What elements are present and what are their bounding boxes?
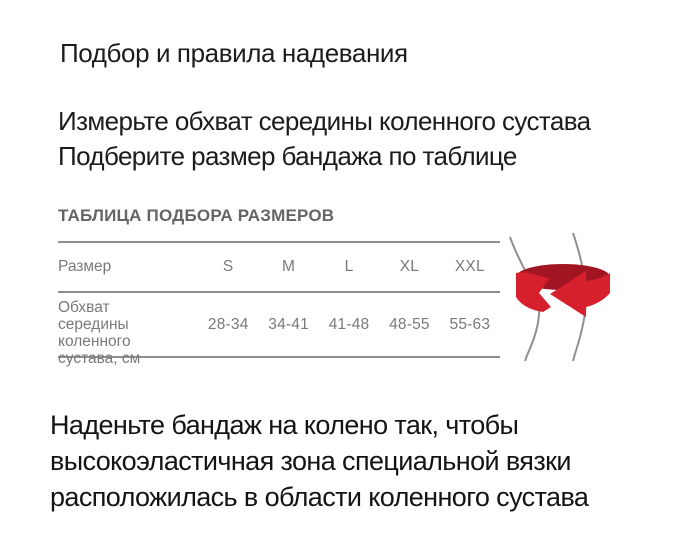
table-row-sizes: Размер S M L XL XXL: [58, 243, 500, 293]
bandage-arrow: [550, 271, 610, 317]
leg-line-left: [509, 236, 541, 362]
size-cell: XXL: [454, 258, 485, 275]
measure-row-label: Обхват середины коленного сустава, см: [58, 299, 141, 367]
fitting-line: Наденьте бандаж на колено так, чтобы: [50, 410, 519, 440]
measure-cell: 28-34: [207, 315, 249, 333]
measure-cell: 48-55: [389, 315, 430, 333]
size-cell: L: [344, 258, 354, 275]
table-row-measurements: Обхват середины коленного сустава, см 28…: [58, 293, 500, 367]
fitting-instruction: Наденьте бандаж на колено так, чтобы выс…: [50, 407, 589, 515]
knee-bandage-illustration-icon: [509, 232, 610, 362]
size-table-title: ТАБЛИЦА ПОДБОРА РАЗМЕРОВ: [58, 206, 335, 225]
size-cell: XL: [399, 258, 420, 275]
instruction-choose-size: Подберите размер бандажа по таблице: [58, 141, 517, 171]
page-title: Подбор и правила надевания: [60, 38, 408, 68]
bandage-front-left: [516, 272, 551, 312]
instruction-measure: Измерьте обхват середины коленного суста…: [58, 106, 591, 136]
measure-cell: 55-63: [449, 315, 491, 333]
measure-cell: 34-41: [268, 315, 309, 333]
size-cell: S: [222, 258, 234, 275]
size-table: Размер S M L XL XXL Обхват середины коле…: [58, 241, 500, 367]
size-cell: M: [282, 258, 296, 275]
measuring-instructions: Измерьте обхват середины коленного суста…: [58, 104, 591, 174]
size-row-label: Размер: [58, 258, 112, 275]
fitting-line: высокоэластичная зона специальной вязки: [50, 446, 571, 476]
measure-cell: 41-48: [328, 315, 370, 333]
fitting-line: расположилась в области коленного сустав…: [50, 482, 589, 512]
